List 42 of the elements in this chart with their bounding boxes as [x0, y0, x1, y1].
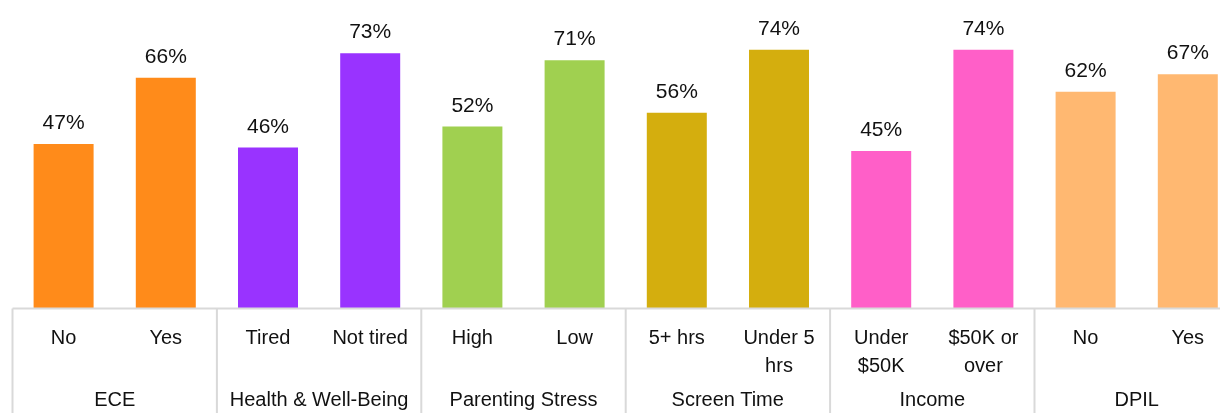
x-tick-label: Tired — [245, 325, 291, 348]
bar — [340, 53, 401, 309]
bar — [851, 151, 912, 309]
x-tick-label: Yes — [149, 325, 183, 348]
bar — [1157, 74, 1218, 309]
x-tick-label: Not tired — [332, 325, 408, 348]
x-tick-label: No — [1072, 325, 1099, 348]
x-tick-label: High — [451, 325, 493, 348]
data-label: 52% — [451, 92, 494, 116]
data-label: 56% — [655, 78, 698, 102]
bar — [238, 147, 298, 309]
text: DPIL — [1114, 387, 1159, 410]
text: Health & Well-Being — [229, 387, 409, 410]
bar — [544, 60, 605, 309]
x-tick-label: Low — [556, 325, 594, 348]
data-label: 74% — [962, 15, 1005, 39]
bar — [1055, 91, 1116, 309]
data-label: 73% — [349, 19, 392, 43]
x-tick-label: Under $50K — [853, 325, 909, 377]
bar — [33, 144, 94, 309]
data-label: 66% — [144, 43, 187, 67]
x-tick-label: No — [50, 325, 77, 348]
bar — [135, 77, 196, 309]
data-label: 46% — [246, 113, 290, 137]
x-tick-label: Under 5 hrs — [743, 325, 815, 377]
bar — [749, 49, 809, 309]
data-label: 45% — [860, 117, 903, 141]
data-label: 47% — [42, 110, 85, 134]
text: ECE — [94, 387, 136, 410]
bar — [953, 49, 1014, 309]
text: Screen Time — [671, 387, 784, 410]
text: Income — [899, 387, 966, 410]
data-label: 67% — [1166, 40, 1209, 64]
bar — [646, 112, 707, 309]
data-label: 74% — [757, 15, 801, 39]
data-label: 71% — [553, 26, 596, 50]
text: Parenting Stress — [449, 387, 598, 410]
x-tick-label: $50K or over — [948, 325, 1019, 377]
data-label: 62% — [1064, 57, 1107, 81]
x-tick-label: 5+ hrs — [648, 325, 705, 348]
x-tick-label: Yes — [1171, 325, 1205, 348]
bar — [442, 126, 503, 309]
